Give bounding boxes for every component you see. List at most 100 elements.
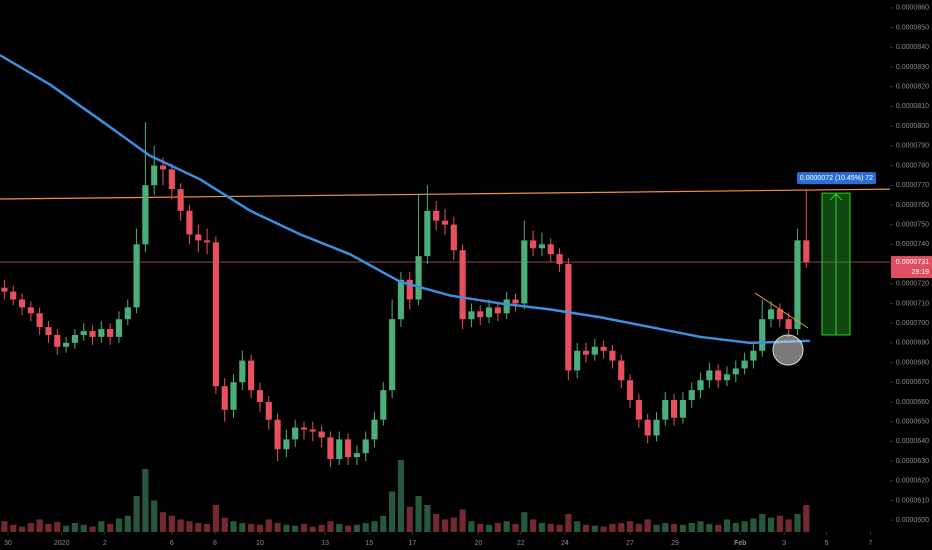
candle-body [380, 390, 387, 420]
y-tick-label: 0.0000820 [896, 84, 929, 91]
x-tick-label: 29 [671, 540, 679, 547]
x-tick-label: 30 [4, 540, 12, 547]
candle-body [212, 242, 219, 387]
y-tick-label: 0.0000800 [896, 123, 929, 130]
x-tick-label: 15 [365, 540, 373, 547]
y-tick-label: 0.0000850 [896, 24, 929, 31]
candle-body [107, 329, 114, 337]
volume-bar [626, 521, 634, 532]
volume-bar [195, 523, 202, 532]
x-tick-label: 6 [170, 540, 174, 547]
volume-bar [300, 523, 308, 532]
last-price-box [891, 256, 932, 279]
candle-body [230, 382, 237, 410]
volume-bar [503, 521, 510, 532]
candle-body [433, 210, 440, 221]
measure-label: 0.0000072 (10.45%) 72 [800, 175, 873, 182]
volume-bar [115, 518, 123, 532]
candle-body [133, 244, 140, 308]
volume-bar [635, 523, 642, 532]
volume-bar [54, 522, 61, 532]
candle-body [362, 439, 369, 454]
volume-bar [556, 524, 563, 532]
y-tick-label: 0.0000620 [896, 478, 929, 485]
volume-bar [265, 519, 272, 532]
candle-body [485, 307, 493, 318]
candle-body [679, 399, 687, 418]
candle-body [45, 327, 52, 335]
y-tick-label: 0.0000650 [896, 419, 929, 426]
volume-bar [318, 524, 325, 532]
y-tick-label: 0.0000780 [896, 162, 929, 169]
volume-bar [600, 526, 607, 532]
x-tick-label: 20 [475, 540, 483, 547]
volume-bar [653, 524, 660, 532]
volume-bar [107, 523, 114, 532]
plot-layer: 0.0000600 0.0000610 0.0000620 0.0000630 0.00… [0, 5, 932, 547]
volume-bar [18, 526, 26, 532]
candle-body [459, 250, 466, 320]
volume-bar [63, 525, 70, 532]
volume-bar [688, 523, 695, 532]
candle-body [803, 240, 810, 263]
volume-bar [45, 523, 52, 532]
candle-body [591, 346, 598, 355]
x-tick-label: 13 [321, 540, 329, 547]
candle-body [441, 220, 449, 225]
candle-body [159, 165, 167, 170]
candle-body [671, 399, 678, 418]
volume-bar [344, 525, 352, 532]
candle-body [89, 331, 96, 337]
volume-bar [723, 519, 731, 532]
volume-bar [397, 460, 405, 532]
candle-body [151, 165, 158, 186]
candle-body [644, 419, 651, 436]
y-tick-label: 0.0000660 [896, 399, 929, 406]
volume-bar [706, 523, 713, 532]
y-tick-label: 0.0000860 [896, 5, 929, 12]
candle-body [609, 350, 616, 361]
volume-bar [459, 509, 466, 532]
volume-bar [715, 524, 722, 532]
candle-body [415, 256, 422, 300]
volume-bar [697, 521, 704, 532]
volume-bar [424, 505, 431, 532]
y-tick-label: 0.0000810 [896, 103, 929, 110]
y-tick-label: 0.0000680 [896, 359, 929, 366]
candle-body [344, 439, 352, 458]
x-tick-label: 24 [561, 540, 569, 547]
candle-body [292, 427, 299, 440]
candle-body [794, 240, 801, 330]
y-tick-label: 0.0000710 [896, 300, 929, 307]
candle-body [741, 360, 748, 369]
volume-bar [36, 519, 43, 532]
candle-body [468, 311, 475, 320]
y-tick-label: 0.0000760 [896, 202, 929, 209]
volume-bar [732, 523, 739, 532]
volume-bar [530, 519, 537, 532]
x-tick-label: 17 [408, 540, 416, 547]
candle-body [256, 390, 264, 402]
volume-bar [256, 524, 264, 532]
y-tick-label: 0.0000600 [896, 517, 929, 524]
candle-body [274, 419, 281, 450]
x-tick-label: 3 [782, 540, 786, 547]
y-tick-label: 0.0000610 [896, 497, 929, 504]
moving-average [0, 54, 810, 345]
measure-label-box [797, 172, 876, 185]
candle-body [759, 319, 766, 351]
highlight-circle [772, 334, 804, 366]
volume-bar [512, 523, 519, 532]
y-tick-label: 0.0000700 [896, 320, 929, 327]
volume-bar [759, 514, 766, 532]
volume-bar [362, 523, 369, 532]
volume-bar [538, 523, 546, 532]
volume-bar [803, 505, 810, 532]
candle-body [521, 240, 528, 304]
candle-body [248, 360, 255, 391]
candle-body [750, 350, 757, 361]
volume-bar [415, 496, 422, 532]
candle-body [547, 244, 554, 255]
